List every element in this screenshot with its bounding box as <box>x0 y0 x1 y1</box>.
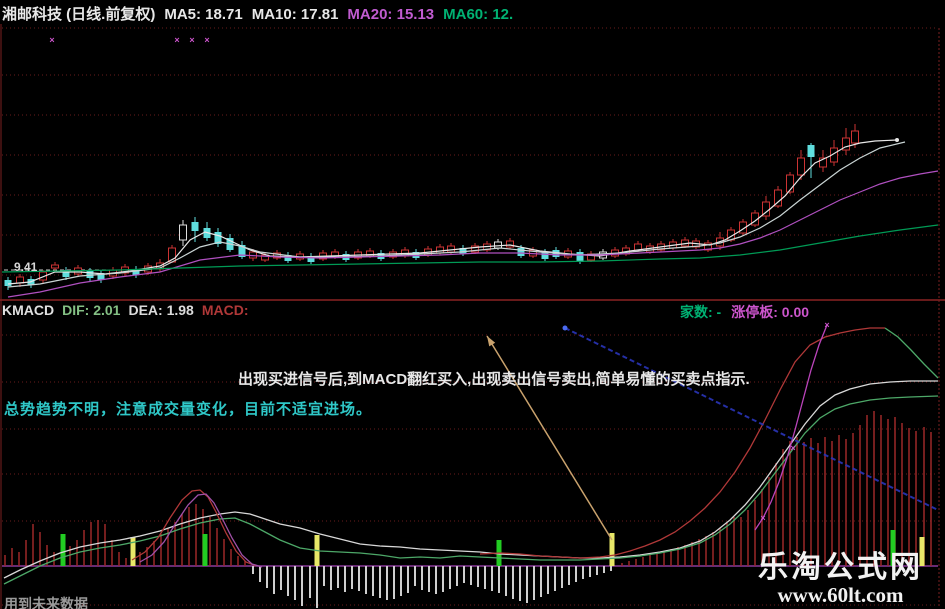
macd-label: MACD: <box>201 302 249 318</box>
watermark-url: www.60lt.com <box>777 583 904 607</box>
svg-text:×: × <box>204 35 209 45</box>
dif-value: DIF: 2.01 <box>62 302 121 318</box>
annotation-usage: 出现买进信号后,到MACD翻红买入,出现卖出信号卖出,简单易懂的买卖点指示. <box>238 371 750 388</box>
svg-text:×: × <box>189 35 194 45</box>
svg-text:×: × <box>760 513 765 523</box>
market-stats: 家数: - 涨停板: 0.00 <box>680 302 819 322</box>
watermark: 乐淘公式网 www.60lt.com <box>758 551 923 608</box>
stock-title: 湘邮科技 (日线.前复权) <box>2 6 156 23</box>
ma10-label: MA10: 17.81 <box>251 6 339 23</box>
dea-value: DEA: 1.98 <box>128 302 194 318</box>
indicator-header: KMACD DIF: 2.01 DEA: 1.98 MACD: <box>2 302 256 318</box>
ma20-label: MA20: 15.13 <box>347 6 435 23</box>
future-data-warning: 用到未来数据 <box>4 596 88 609</box>
market-count: 家数: - <box>680 304 722 320</box>
svg-text:×: × <box>49 35 54 45</box>
svg-text:×: × <box>174 35 179 45</box>
watermark-site-name: 乐淘公式网 <box>758 551 923 584</box>
ma5-label: MA5: 18.71 <box>164 6 243 23</box>
limit-up-count: 涨停板: 0.00 <box>731 304 810 320</box>
indicator-name: KMACD <box>2 302 55 318</box>
title-bar: 湘邮科技 (日线.前复权) MA5: 18.71 MA10: 17.81 MA20: … <box>2 3 522 24</box>
price-reference-label: 9.41 <box>14 260 38 274</box>
svg-text:×: × <box>790 443 795 453</box>
annotation-warning: 总势趋势不明，注意成交量变化，目前不适宜进场。 <box>4 401 373 418</box>
svg-text:×: × <box>824 320 829 330</box>
ma60-label: MA60: 12. <box>443 6 514 23</box>
